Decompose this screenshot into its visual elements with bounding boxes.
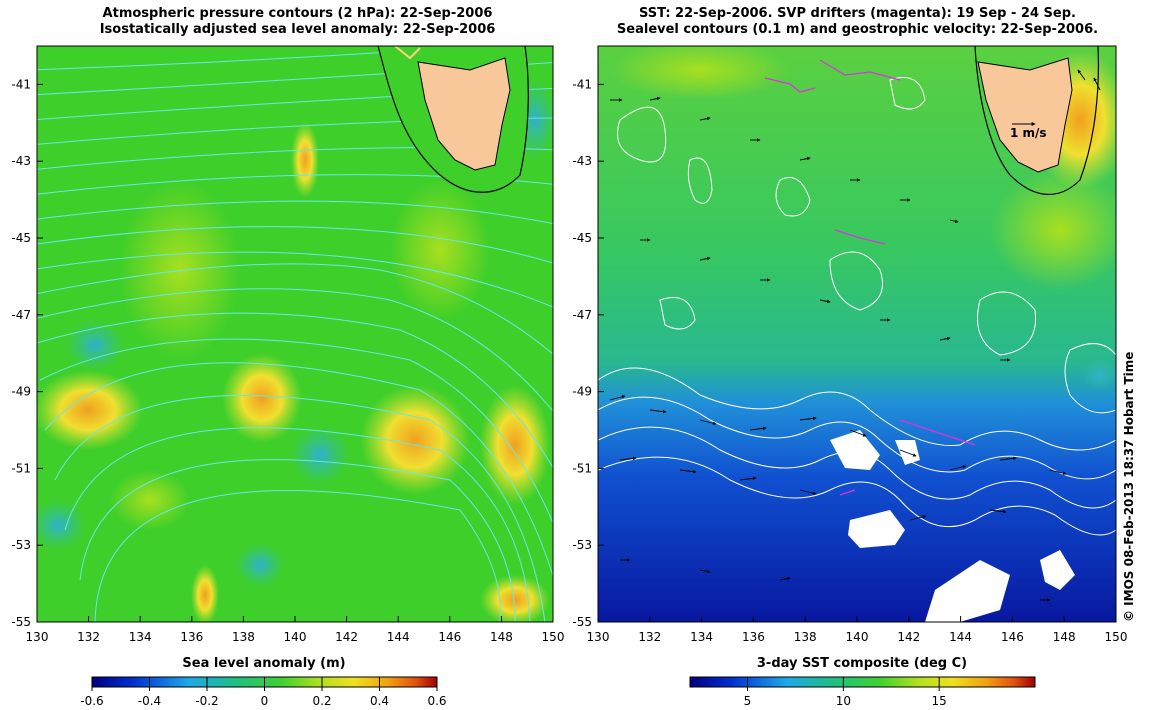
tasmania-landmass-right bbox=[977, 57, 1073, 173]
right-y-tick-label-1: -43 bbox=[572, 154, 592, 168]
right-x-tick-label-1: 132 bbox=[638, 630, 661, 644]
right-shelf-contour bbox=[974, 46, 1100, 195]
right-panel-title: SST: 22-Sep-2006. SVP drifters (magenta)… bbox=[600, 6, 1115, 38]
pressure-contours bbox=[37, 46, 553, 622]
left-y-tick-label-1: -43 bbox=[11, 154, 31, 168]
sla-ticks-label-3: 0 bbox=[261, 694, 269, 708]
right-x-tick-label-9: 148 bbox=[1053, 630, 1076, 644]
right-title-line1: SST: 22-Sep-2006. SVP drifters (magenta)… bbox=[639, 6, 1076, 21]
copyright-notice: © IMOS 08-Feb-2013 18:37 Hobart Time bbox=[1122, 352, 1136, 622]
right-y-tick-label-3: -47 bbox=[572, 308, 592, 322]
left-y-tick-label-7: -55 bbox=[11, 615, 31, 629]
left-x-tick-label-7: 144 bbox=[387, 630, 410, 644]
right-x-tick-label-6: 142 bbox=[897, 630, 920, 644]
sla-ticks-label-0: -0.6 bbox=[80, 694, 103, 708]
right-y-tick-label-0: -41 bbox=[572, 77, 592, 91]
left-x-tick-label-9: 148 bbox=[490, 630, 513, 644]
sst-colorbar-ticks: 5 10 15 bbox=[744, 677, 947, 708]
sealevel-contours bbox=[598, 77, 1116, 536]
right-x-tick-label-10: 150 bbox=[1105, 630, 1128, 644]
left-map bbox=[37, 46, 553, 622]
left-y-tick-label-2: -45 bbox=[11, 231, 31, 245]
sla-ticks-label-6: 0.6 bbox=[427, 694, 446, 708]
left-y-tick-label-0: -41 bbox=[11, 77, 31, 91]
sla-colorbar-label: Sea level anomaly (m) bbox=[182, 656, 345, 671]
right-y-tick-label-4: -49 bbox=[572, 385, 592, 399]
left-x-tick-label-5: 140 bbox=[284, 630, 307, 644]
left-title-line2: Isostatically adjusted sea level anomaly… bbox=[99, 22, 496, 37]
sst-ticks-label-1: 10 bbox=[836, 694, 851, 708]
shelf-contour bbox=[377, 46, 529, 193]
sst-colorbar bbox=[689, 676, 1036, 688]
right-x-tick-label-0: 130 bbox=[587, 630, 610, 644]
left-x-tick-label-4: 138 bbox=[232, 630, 255, 644]
axes-layer: 130 132 134 136 138 140 142 144 146 148 150 -41 -43 -… bbox=[11, 77, 1127, 644]
sla-ticks-label-5: 0.4 bbox=[370, 694, 389, 708]
scale-arrow-label: 1 m/s bbox=[1010, 126, 1047, 140]
left-x-tick-label-6: 142 bbox=[335, 630, 358, 644]
geostrophic-velocity-vectors bbox=[609, 69, 1101, 602]
tasmania-landmass bbox=[417, 57, 511, 171]
cloud-mask bbox=[830, 430, 1075, 622]
left-x-tick-label-0: 130 bbox=[26, 630, 49, 644]
right-x-tick-label-5: 140 bbox=[846, 630, 869, 644]
left-y-tick-label-3: -47 bbox=[11, 308, 31, 322]
left-title-line1: Atmospheric pressure contours (2 hPa): 2… bbox=[102, 6, 493, 21]
right-map: 1 m/s bbox=[598, 46, 1116, 622]
sla-colorbar-ticks: -0.6 -0.4 -0.2 0 0.2 0.4 0.6 bbox=[80, 677, 447, 708]
right-x-tick-label-2: 134 bbox=[690, 630, 713, 644]
left-x-tick-label-10: 150 bbox=[542, 630, 565, 644]
right-y-tick-label-7: -55 bbox=[572, 615, 592, 629]
sla-ticks-label-1: -0.4 bbox=[138, 694, 161, 708]
left-y-tick-label-5: -51 bbox=[11, 461, 31, 475]
sla-ticks-label-4: 0.2 bbox=[312, 694, 331, 708]
left-x-tick-label-3: 136 bbox=[180, 630, 203, 644]
right-x-tick-label-4: 138 bbox=[794, 630, 817, 644]
sst-ticks-label-0: 5 bbox=[744, 694, 752, 708]
left-x-tick-label-2: 134 bbox=[129, 630, 152, 644]
sla-anomaly-patches bbox=[37, 80, 553, 622]
sla-ticks-label-2: -0.2 bbox=[195, 694, 218, 708]
right-y-tick-label-6: -53 bbox=[572, 538, 592, 552]
right-y-tick-label-2: -45 bbox=[572, 231, 592, 245]
right-x-tick-label-7: 144 bbox=[949, 630, 972, 644]
right-x-tick-label-8: 146 bbox=[1001, 630, 1024, 644]
left-panel-title: Atmospheric pressure contours (2 hPa): 2… bbox=[40, 6, 555, 38]
right-title-line2: Sealevel contours (0.1 m) and geostrophi… bbox=[616, 22, 1099, 37]
left-y-tick-label-6: -53 bbox=[11, 538, 31, 552]
right-y-tick-label-5: -51 bbox=[572, 461, 592, 475]
sst-ticks-label-2: 15 bbox=[932, 694, 947, 708]
left-y-tick-label-4: -49 bbox=[11, 385, 31, 399]
right-x-tick-label-3: 136 bbox=[742, 630, 765, 644]
left-x-tick-label-1: 132 bbox=[77, 630, 100, 644]
left-x-tick-label-8: 146 bbox=[438, 630, 461, 644]
svp-drifter-tracks bbox=[764, 59, 976, 496]
sst-colorbar-label: 3-day SST composite (deg C) bbox=[757, 656, 967, 671]
mainland-coast bbox=[394, 46, 421, 60]
